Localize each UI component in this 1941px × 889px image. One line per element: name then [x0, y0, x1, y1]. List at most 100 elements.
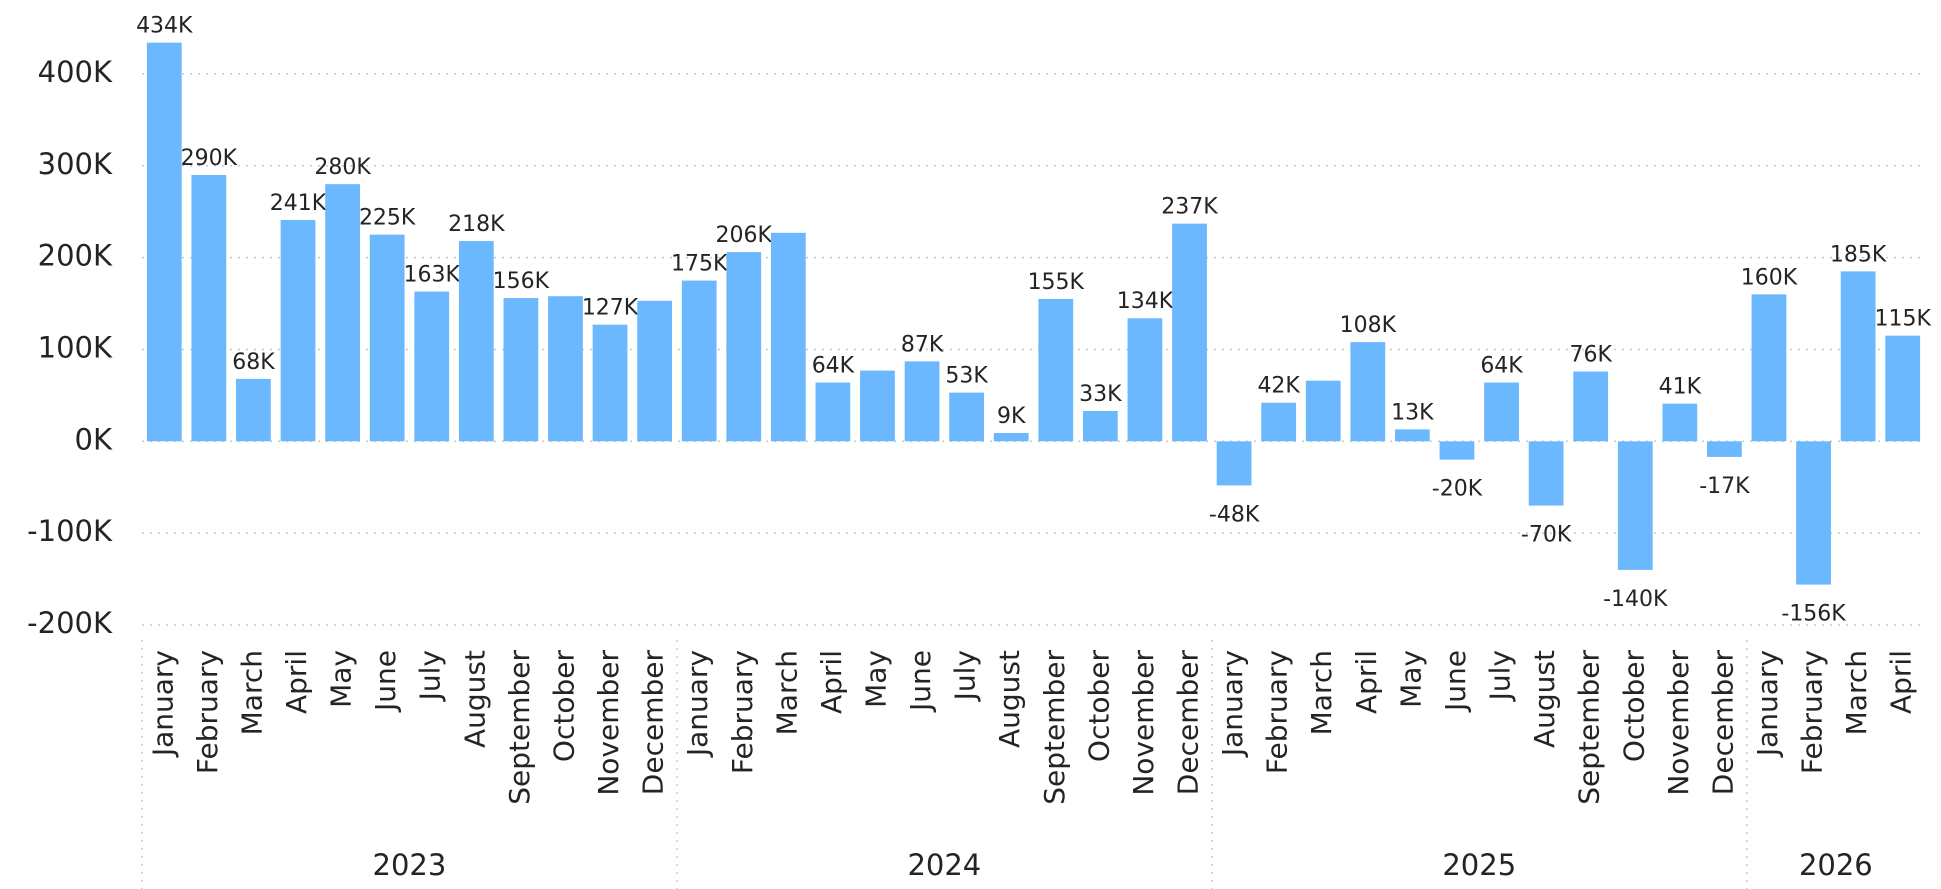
x-tick-label: July: [414, 650, 447, 702]
data-label: 225K: [359, 206, 416, 231]
x-tick-label: September: [1573, 650, 1606, 805]
bar: [1885, 335, 1921, 442]
data-label: 237K: [1161, 195, 1218, 220]
x-tick-label: December: [1172, 650, 1205, 796]
bar: [1439, 441, 1475, 460]
bar: [1350, 342, 1386, 442]
x-tick-label: January: [1751, 650, 1784, 758]
y-tick-label: -200K: [27, 606, 113, 640]
data-label: 155K: [1028, 270, 1085, 295]
bar: [1082, 410, 1118, 442]
year-label: 2025: [1442, 848, 1516, 882]
bar: [548, 296, 583, 442]
x-tick-label: June: [369, 650, 402, 713]
x-tick-label: September: [503, 650, 536, 805]
data-label: 115K: [1875, 307, 1932, 332]
x-tick-label: December: [1706, 650, 1739, 796]
data-label: 42K: [1257, 374, 1300, 399]
bar: [1840, 271, 1876, 442]
x-tick-label: August: [993, 650, 1026, 748]
bar: [1305, 380, 1341, 442]
data-label: 108K: [1340, 313, 1397, 338]
x-tick-label: August: [1528, 650, 1561, 748]
bar: [1573, 371, 1609, 442]
x-tick-label: September: [1038, 650, 1071, 805]
bar: [1528, 441, 1564, 506]
data-label: 64K: [1480, 354, 1523, 379]
bar: [191, 174, 227, 442]
bar: [1216, 441, 1252, 486]
x-tick-label: October: [1082, 650, 1115, 763]
bar: [904, 361, 940, 442]
data-label: 64K: [812, 354, 855, 379]
bar: [1662, 403, 1698, 442]
data-label: 290K: [181, 146, 238, 171]
data-label: 134K: [1117, 289, 1174, 314]
bar: [770, 232, 806, 442]
year-label: 2024: [907, 848, 981, 882]
x-tick-label: April: [1350, 650, 1383, 714]
data-label: 206K: [716, 223, 773, 248]
data-label: 175K: [671, 252, 728, 277]
data-label: -17K: [1699, 474, 1750, 499]
x-tick-label: October: [547, 650, 580, 763]
bar: [1484, 382, 1519, 442]
bar: [1617, 441, 1653, 570]
x-tick-label: January: [681, 650, 714, 758]
data-label: 127K: [582, 296, 639, 321]
year-label: 2026: [1799, 848, 1873, 882]
y-tick-label: 400K: [38, 55, 113, 89]
y-tick-label: 300K: [38, 147, 113, 181]
bar: [414, 291, 450, 442]
data-label: 160K: [1741, 265, 1798, 290]
bar: [726, 252, 762, 442]
bar: [1395, 429, 1430, 442]
bar: [325, 184, 360, 442]
x-tick-label: May: [859, 650, 892, 708]
x-tick-label: March: [1840, 650, 1873, 735]
bar: [1172, 223, 1207, 442]
x-tick-label: July: [1484, 650, 1517, 702]
y-tick-label: 100K: [38, 330, 113, 364]
y-tick-label: 200K: [38, 239, 113, 273]
x-tick-label: May: [1394, 650, 1427, 708]
x-tick-label: March: [770, 650, 803, 735]
data-label: 434K: [136, 14, 193, 39]
y-tick-label: 0K: [75, 422, 113, 456]
x-tick-label: November: [1662, 650, 1695, 796]
data-label: -156K: [1781, 602, 1846, 627]
x-tick-label: April: [815, 650, 848, 714]
data-label: 76K: [1569, 343, 1612, 368]
bar: [1796, 441, 1831, 585]
year-label: 2023: [373, 848, 447, 882]
bar: [681, 280, 717, 442]
data-label: 241K: [270, 191, 327, 216]
bar: [993, 433, 1029, 442]
x-tick-label: February: [1796, 650, 1829, 774]
x-tick-label: May: [325, 650, 358, 708]
bar: [592, 324, 628, 442]
bar: [458, 241, 494, 442]
data-label: 163K: [404, 263, 461, 288]
data-label: 9K: [997, 404, 1026, 429]
data-label: 280K: [314, 155, 371, 180]
data-label: -140K: [1603, 587, 1668, 612]
bar: [860, 370, 895, 442]
x-tick-label: February: [1261, 650, 1294, 774]
x-tick-label: February: [726, 650, 759, 774]
bar: [1261, 402, 1297, 442]
x-tick-label: February: [191, 650, 224, 774]
bar: [637, 300, 672, 442]
data-label: 53K: [945, 364, 988, 389]
data-label: 33K: [1079, 382, 1122, 407]
x-tick-label: November: [592, 650, 625, 796]
x-tick-label: March: [1305, 650, 1338, 735]
bar: [503, 298, 539, 442]
x-tick-label: June: [904, 650, 937, 713]
x-tick-label: December: [637, 650, 670, 796]
x-tick-label: April: [280, 650, 313, 714]
data-label: -20K: [1432, 477, 1483, 502]
x-tick-label: July: [949, 650, 982, 702]
bar: [1707, 441, 1742, 457]
